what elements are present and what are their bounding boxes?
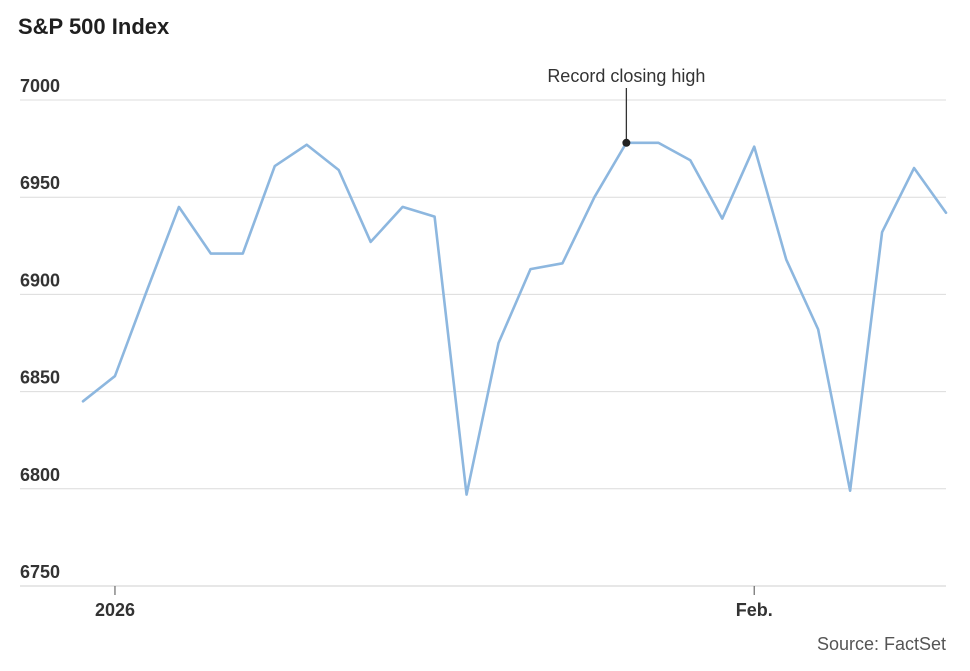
y-tick-label: 6800 (20, 465, 60, 485)
annotation-point (622, 138, 631, 147)
source-label: Source: FactSet (817, 634, 946, 654)
y-tick-label: 7000 (20, 76, 60, 96)
x-tick-label: 2026 (95, 600, 135, 620)
chart-title: S&P 500 Index (18, 14, 170, 39)
y-tick-label: 6900 (20, 270, 60, 290)
y-axis-ticks: 7000 6950 6900 6850 6800 6750 (20, 76, 60, 582)
y-tick-label: 6950 (20, 173, 60, 193)
y-tick-label: 6750 (20, 562, 60, 582)
series-layer (81, 141, 948, 496)
y-tick-label: 6850 (20, 368, 60, 388)
gridlines (20, 99, 946, 490)
series-line (81, 141, 948, 496)
x-tick-label: Feb. (736, 600, 773, 620)
x-axis: 2026 Feb. (20, 585, 946, 620)
annotation-layer: Record closing high (547, 66, 705, 147)
annotation-label: Record closing high (547, 66, 705, 86)
